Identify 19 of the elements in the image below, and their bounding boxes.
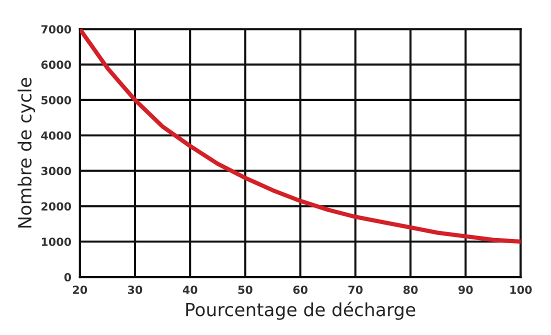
x-tick-label: 70 [348,286,363,294]
y-tick-label: 4000 [41,131,72,140]
x-tick-label: 80 [403,286,418,294]
x-tick-label: 20 [73,286,88,294]
x-tick-label: 100 [510,286,532,294]
x-axis-title: Pourcentage de décharge [186,302,416,320]
x-tick-label: 60 [293,286,308,294]
y-tick-label: 5000 [41,96,72,104]
y-tick-label: 6000 [41,60,72,69]
y-axis-title: Nombre de cycle [18,78,36,228]
x-tick-label: 90 [458,286,473,294]
x-tick-label: 30 [128,286,142,294]
y-tick-label: 2000 [42,202,72,211]
y-tick-label: 0 [64,273,72,282]
x-tick-label: 50 [238,286,252,294]
y-tick-label: 3000 [41,166,72,176]
y-tick-label: 7000 [41,25,72,34]
x-tick-label: 40 [182,286,198,294]
y-tick-label: 1000 [42,238,72,246]
